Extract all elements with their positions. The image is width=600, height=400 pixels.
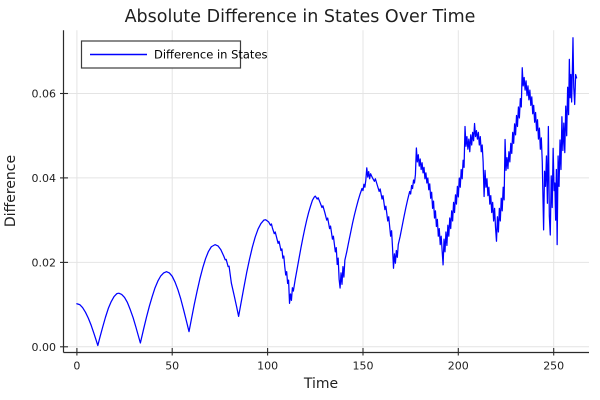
grid-lines xyxy=(63,30,589,353)
y-tick-label: 0.06 xyxy=(32,88,57,101)
y-tick-label: 0.04 xyxy=(32,172,57,185)
x-axis-label: Time xyxy=(303,376,338,392)
data-series xyxy=(76,37,578,347)
x-tick-label: 0 xyxy=(73,360,80,373)
y-tick-label: 0.02 xyxy=(32,256,57,269)
y-axis-label: Difference xyxy=(3,155,19,227)
x-tick-label: 250 xyxy=(543,360,564,373)
chart-title: Absolute Difference in States Over Time xyxy=(125,7,476,27)
x-tick-label: 200 xyxy=(448,360,469,373)
legend: Difference in States xyxy=(80,40,268,69)
x-tick-label: 50 xyxy=(165,360,179,373)
x-tick-label: 150 xyxy=(353,360,374,373)
axes xyxy=(60,30,589,356)
legend-label: Difference in States xyxy=(154,48,268,62)
difference-line xyxy=(76,37,578,347)
y-tick-label: 0.00 xyxy=(32,341,57,354)
x-tick-label: 100 xyxy=(257,360,278,373)
tick-labels: 0 50 100 150 200 250 0.00 0.02 0.04 0.06 xyxy=(32,88,565,373)
